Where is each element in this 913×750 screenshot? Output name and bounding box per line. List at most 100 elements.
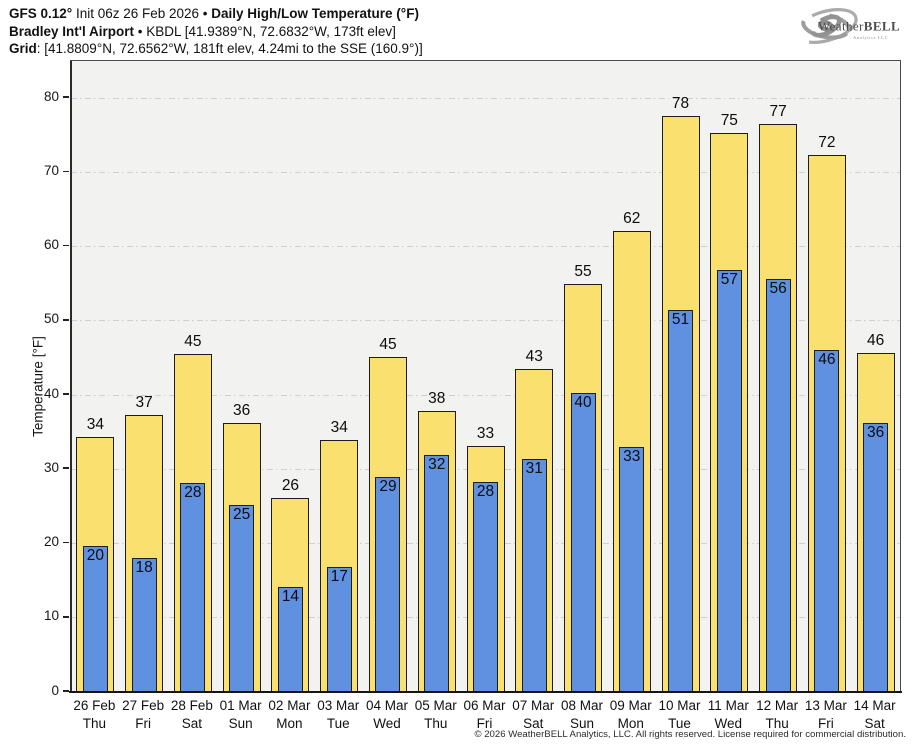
x-tick-date-label: 10 Mar bbox=[658, 698, 701, 713]
low-value-label: 31 bbox=[525, 459, 543, 477]
high-value-label: 37 bbox=[135, 394, 153, 412]
svg-text:WeatherBELL: WeatherBELL bbox=[818, 19, 900, 34]
y-tick-label: 80 bbox=[43, 88, 59, 104]
x-tick-date-label: 14 Mar bbox=[853, 698, 896, 713]
low-value-label: 46 bbox=[818, 350, 836, 368]
bar-daily-low bbox=[277, 587, 303, 692]
init-time: Init 06z 26 Feb 2026 • bbox=[72, 6, 212, 21]
bar-daily-low bbox=[180, 483, 206, 692]
bar-daily-low bbox=[765, 279, 791, 692]
y-axis-tick bbox=[63, 690, 69, 692]
x-tick-weekday-label: Tue bbox=[668, 716, 691, 731]
y-axis-tick bbox=[63, 96, 69, 98]
gridline bbox=[71, 320, 900, 322]
high-value-label: 72 bbox=[818, 133, 836, 151]
y-tick-label: 60 bbox=[43, 237, 59, 253]
weatherbell-logo: WeatherBELL Analytics LLC bbox=[794, 8, 900, 44]
y-axis-tick bbox=[63, 615, 69, 618]
high-value-label: 46 bbox=[866, 331, 885, 349]
x-tick-weekday-label: Sat bbox=[864, 716, 885, 731]
low-value-label: 57 bbox=[720, 270, 738, 288]
bar-daily-low bbox=[570, 392, 596, 692]
logo-text-weather: Weather bbox=[818, 19, 864, 34]
bar-daily-low bbox=[424, 455, 450, 692]
y-axis-tick bbox=[63, 170, 69, 173]
x-tick-weekday-label: Mon bbox=[617, 716, 644, 731]
x-tick-date-label: 28 Feb bbox=[170, 698, 213, 713]
x-tick-weekday-label: Wed bbox=[373, 716, 401, 731]
y-axis-tick bbox=[63, 393, 69, 395]
high-value-label: 45 bbox=[184, 333, 202, 351]
station-name: Bradley Int'l Airport bbox=[9, 23, 134, 39]
y-axis-tick bbox=[63, 467, 69, 470]
y-axis-tick bbox=[63, 319, 69, 321]
x-tick-date-label: 02 Mar bbox=[268, 698, 311, 713]
low-value-label: 32 bbox=[428, 456, 446, 474]
high-value-label: 45 bbox=[379, 336, 397, 354]
y-tick-label: 50 bbox=[43, 311, 59, 327]
bar-daily-low bbox=[82, 546, 108, 692]
bar-daily-low bbox=[521, 458, 547, 692]
x-tick-weekday-label: Tue bbox=[326, 716, 350, 731]
x-tick-date-label: 26 Feb bbox=[73, 698, 116, 713]
x-tick-weekday-label: Sun bbox=[228, 716, 253, 731]
high-value-label: 33 bbox=[476, 424, 495, 442]
x-tick-weekday-label: Sat bbox=[181, 716, 203, 731]
x-tick-date-label: 12 Mar bbox=[756, 698, 799, 713]
x-tick-weekday-label: Fri bbox=[135, 716, 152, 731]
low-value-label: 28 bbox=[184, 484, 202, 502]
high-value-label: 34 bbox=[330, 418, 348, 436]
title-line-station: Bradley Int'l Airport • KBDL [41.9389°N,… bbox=[9, 23, 423, 41]
high-value-label: 55 bbox=[574, 262, 592, 280]
low-value-label: 33 bbox=[623, 448, 641, 466]
low-value-label: 29 bbox=[379, 478, 397, 496]
x-tick-date-label: 01 Mar bbox=[219, 698, 262, 713]
bar-daily-low bbox=[619, 447, 645, 692]
x-tick-weekday-label: Thu bbox=[765, 716, 789, 731]
x-tick-date-label: 09 Mar bbox=[609, 698, 652, 713]
bar-daily-low bbox=[716, 269, 742, 692]
hurricane-swirl-icon bbox=[794, 8, 858, 44]
high-value-label: 43 bbox=[525, 348, 543, 366]
high-value-label: 38 bbox=[428, 389, 446, 407]
y-tick-label: 10 bbox=[43, 608, 59, 624]
low-value-label: 56 bbox=[769, 280, 787, 298]
high-value-label: 62 bbox=[623, 209, 641, 227]
bar-daily-low bbox=[229, 504, 255, 692]
bar-daily-low bbox=[473, 481, 498, 692]
low-value-label: 28 bbox=[476, 482, 495, 500]
bar-daily-low bbox=[863, 423, 889, 692]
high-value-label: 78 bbox=[671, 94, 690, 112]
x-tick-date-label: 03 Mar bbox=[317, 698, 360, 713]
low-value-label: 25 bbox=[233, 505, 251, 523]
y-tick-label: 40 bbox=[43, 385, 59, 401]
low-value-label: 36 bbox=[866, 424, 885, 442]
gridline bbox=[71, 97, 900, 99]
y-tick-label: 0 bbox=[51, 682, 59, 698]
plot-area: 34 20 37 18 45 28 36 25 26 14 34 17 45 29 38 32 33 28 43 31… bbox=[69, 60, 902, 693]
product-name: Daily High/Low Temperature (°F) bbox=[211, 6, 419, 21]
high-value-label: 26 bbox=[281, 476, 300, 494]
low-value-label: 18 bbox=[135, 559, 153, 577]
x-tick-date-label: 06 Mar bbox=[463, 698, 506, 713]
x-tick-date-label: 08 Mar bbox=[561, 698, 604, 713]
y-tick-label: 20 bbox=[43, 534, 59, 550]
y-tick-label: 30 bbox=[43, 459, 59, 475]
high-value-label: 75 bbox=[720, 112, 738, 129]
bar-daily-low bbox=[668, 310, 694, 692]
x-tick-date-label: 05 Mar bbox=[414, 698, 457, 713]
x-axis-spine bbox=[69, 690, 902, 693]
logo-text-bell: BELL bbox=[864, 19, 900, 34]
bar-daily-low bbox=[814, 349, 840, 692]
low-value-label: 14 bbox=[281, 588, 300, 606]
title-line-grid: Grid: [41.8809°N, 72.6562°W, 181ft elev,… bbox=[9, 40, 423, 58]
high-value-label: 36 bbox=[233, 402, 251, 420]
x-tick-weekday-label: Thu bbox=[82, 716, 107, 731]
station-coords: • KBDL [41.9389°N, 72.6832°W, 173ft elev… bbox=[133, 23, 396, 39]
grid-label: Grid bbox=[9, 41, 37, 56]
logo-subtext: Analytics LLC bbox=[853, 35, 888, 40]
x-tick-weekday-label: Mon bbox=[276, 716, 303, 731]
x-tick-date-label: 07 Mar bbox=[512, 698, 555, 713]
x-tick-date-label: 13 Mar bbox=[804, 698, 847, 713]
